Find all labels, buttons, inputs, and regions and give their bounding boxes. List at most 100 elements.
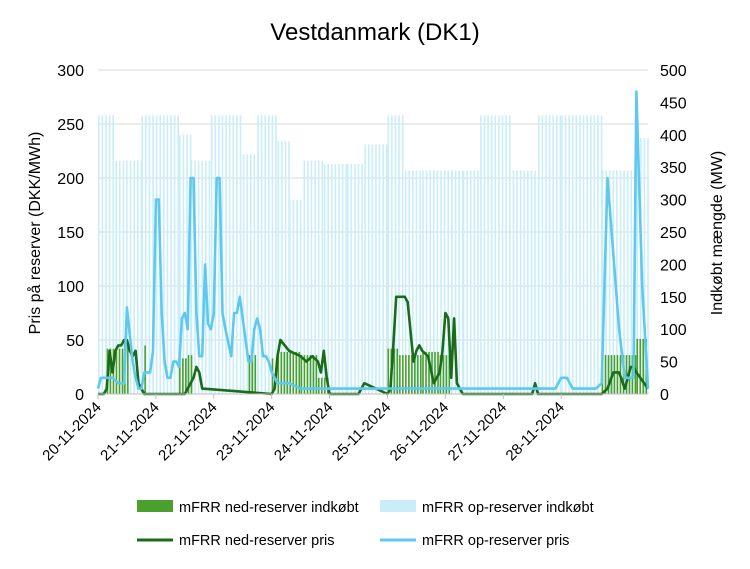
bar — [505, 115, 507, 395]
bar — [396, 348, 399, 394]
bar — [559, 115, 562, 395]
bar — [433, 170, 435, 394]
bar — [647, 138, 649, 394]
bar — [630, 170, 633, 394]
x-tick-label: 24-11-2024 — [271, 399, 336, 464]
bar — [445, 355, 448, 394]
up-reserve-bars — [98, 115, 649, 395]
bar — [530, 170, 533, 394]
bar — [393, 348, 396, 394]
bar — [281, 141, 283, 394]
bar — [350, 163, 353, 394]
bar — [286, 351, 289, 394]
bar — [232, 115, 235, 395]
y-left-tick-label: 100 — [57, 279, 84, 296]
bar — [498, 115, 500, 395]
bar — [571, 115, 574, 395]
bar — [579, 115, 581, 395]
bar — [361, 163, 363, 394]
y-right-tick-label: 200 — [660, 257, 687, 274]
bar — [242, 154, 245, 394]
bar — [411, 355, 413, 394]
chart-title: Vestdanmark (DK1) — [270, 19, 479, 46]
bar — [115, 160, 117, 394]
bar — [129, 160, 132, 394]
bar — [593, 115, 596, 395]
bar — [601, 170, 604, 394]
bar — [605, 170, 607, 394]
legend-swatch — [380, 500, 416, 512]
bar — [338, 163, 340, 394]
bar — [454, 170, 457, 394]
y-left-tick-label: 0 — [75, 387, 84, 404]
y-right-tick-label: 300 — [660, 193, 687, 210]
bar — [284, 141, 287, 394]
y-axis-right-label: Indkøbt mængde (MW) — [709, 151, 726, 315]
y-axis-right-ticks: 0 50 100 150 200 250 300 350 400 450 500 — [660, 63, 687, 404]
y-right-tick-label: 450 — [660, 95, 687, 112]
bar — [257, 115, 259, 395]
bar — [334, 163, 337, 394]
bar — [118, 160, 121, 394]
bar — [163, 115, 165, 395]
bar — [586, 115, 588, 395]
bar — [145, 115, 147, 395]
bar — [186, 134, 188, 395]
bar — [428, 351, 430, 394]
bar — [538, 115, 540, 395]
bar — [166, 115, 169, 395]
bar — [589, 115, 592, 395]
bar — [144, 345, 146, 394]
bar — [451, 170, 453, 394]
bar — [613, 355, 616, 394]
bar — [218, 115, 220, 395]
bar — [398, 115, 400, 395]
bar — [575, 115, 578, 395]
x-axis-ticks: 20-11-202421-11-202422-11-202423-11-2024… — [39, 394, 568, 464]
y-axis-left-label: Pris på reserver (DKK/MWh) — [26, 132, 44, 335]
bar — [298, 351, 301, 394]
bar — [367, 144, 370, 394]
bar — [623, 170, 625, 394]
bar — [378, 144, 381, 394]
bar — [133, 160, 135, 394]
bar — [179, 134, 181, 395]
bar — [185, 358, 187, 394]
bar — [422, 170, 424, 394]
bar — [519, 170, 522, 394]
bar — [264, 115, 267, 395]
bar — [251, 355, 254, 394]
legend-label: mFRR op-reserver indkøbt — [422, 500, 594, 516]
bar — [182, 134, 185, 395]
legend: mFRR ned-reserver indkøbt mFRR op-reserve… — [137, 500, 594, 549]
bar — [494, 115, 497, 395]
bar — [480, 115, 482, 395]
bar — [312, 355, 315, 394]
bar — [625, 355, 628, 394]
bar — [568, 115, 570, 395]
bar — [490, 115, 493, 395]
bar — [442, 355, 445, 394]
bar — [626, 170, 629, 394]
bar — [564, 115, 567, 395]
y-left-tick-label: 250 — [57, 117, 84, 134]
bar — [643, 138, 646, 394]
bar — [170, 115, 172, 395]
bar — [402, 355, 404, 394]
bar — [561, 115, 563, 395]
x-tick-label: 26-11-2024 — [387, 399, 452, 464]
bar — [292, 199, 295, 394]
bar — [439, 355, 442, 394]
y-right-tick-label: 250 — [660, 225, 687, 242]
bar — [415, 170, 418, 394]
bar — [512, 170, 515, 394]
bar — [642, 338, 645, 394]
bar — [187, 355, 190, 394]
bar — [371, 144, 374, 394]
bar — [295, 351, 298, 394]
bar — [208, 160, 211, 394]
bar — [401, 115, 404, 395]
x-tick-label: 21-11-2024 — [97, 399, 162, 464]
